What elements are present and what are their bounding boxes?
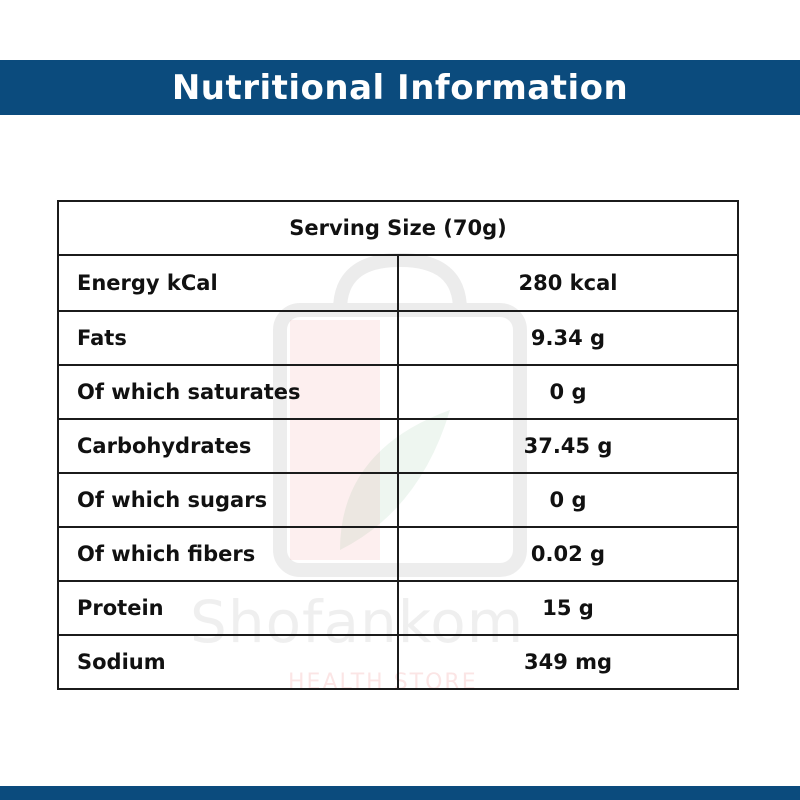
nutrient-value: 0 g	[397, 364, 739, 420]
nutrient-value: 349 mg	[397, 634, 739, 690]
nutrient-label: Of which fibers	[57, 526, 399, 582]
serving-size: Serving Size (70g)	[57, 200, 739, 256]
serving-row: Serving Size (70g)	[57, 200, 739, 256]
nutrient-value: 37.45 g	[397, 418, 739, 474]
bottom-bar	[0, 786, 800, 800]
table-row: Fats 9.34 g	[57, 310, 739, 366]
table-row: Protein 15 g	[57, 580, 739, 636]
table-row: Of which sugars 0 g	[57, 472, 739, 528]
table-row: Of which saturates 0 g	[57, 364, 739, 420]
nutrient-label: Fats	[57, 310, 399, 366]
table-row: Sodium 349 mg	[57, 634, 739, 690]
nutrient-label: Protein	[57, 580, 399, 636]
table-row: Energy kCal 280 kcal	[57, 254, 739, 312]
nutrient-label: Carbohydrates	[57, 418, 399, 474]
nutrient-label: Of which sugars	[57, 472, 399, 528]
nutrient-value: 15 g	[397, 580, 739, 636]
nutrition-table: Serving Size (70g) Energy kCal 280 kcal …	[57, 200, 739, 690]
title-banner: Nutritional Information	[0, 60, 800, 115]
table-row: Of which fibers 0.02 g	[57, 526, 739, 582]
nutrient-value: 280 kcal	[397, 254, 739, 312]
nutrient-value: 9.34 g	[397, 310, 739, 366]
nutrient-value: 0.02 g	[397, 526, 739, 582]
nutrient-label: Energy kCal	[57, 254, 399, 312]
nutrient-value: 0 g	[397, 472, 739, 528]
table-row: Carbohydrates 37.45 g	[57, 418, 739, 474]
nutrient-label: Sodium	[57, 634, 399, 690]
page-title: Nutritional Information	[171, 67, 629, 108]
nutrient-label: Of which saturates	[57, 364, 399, 420]
